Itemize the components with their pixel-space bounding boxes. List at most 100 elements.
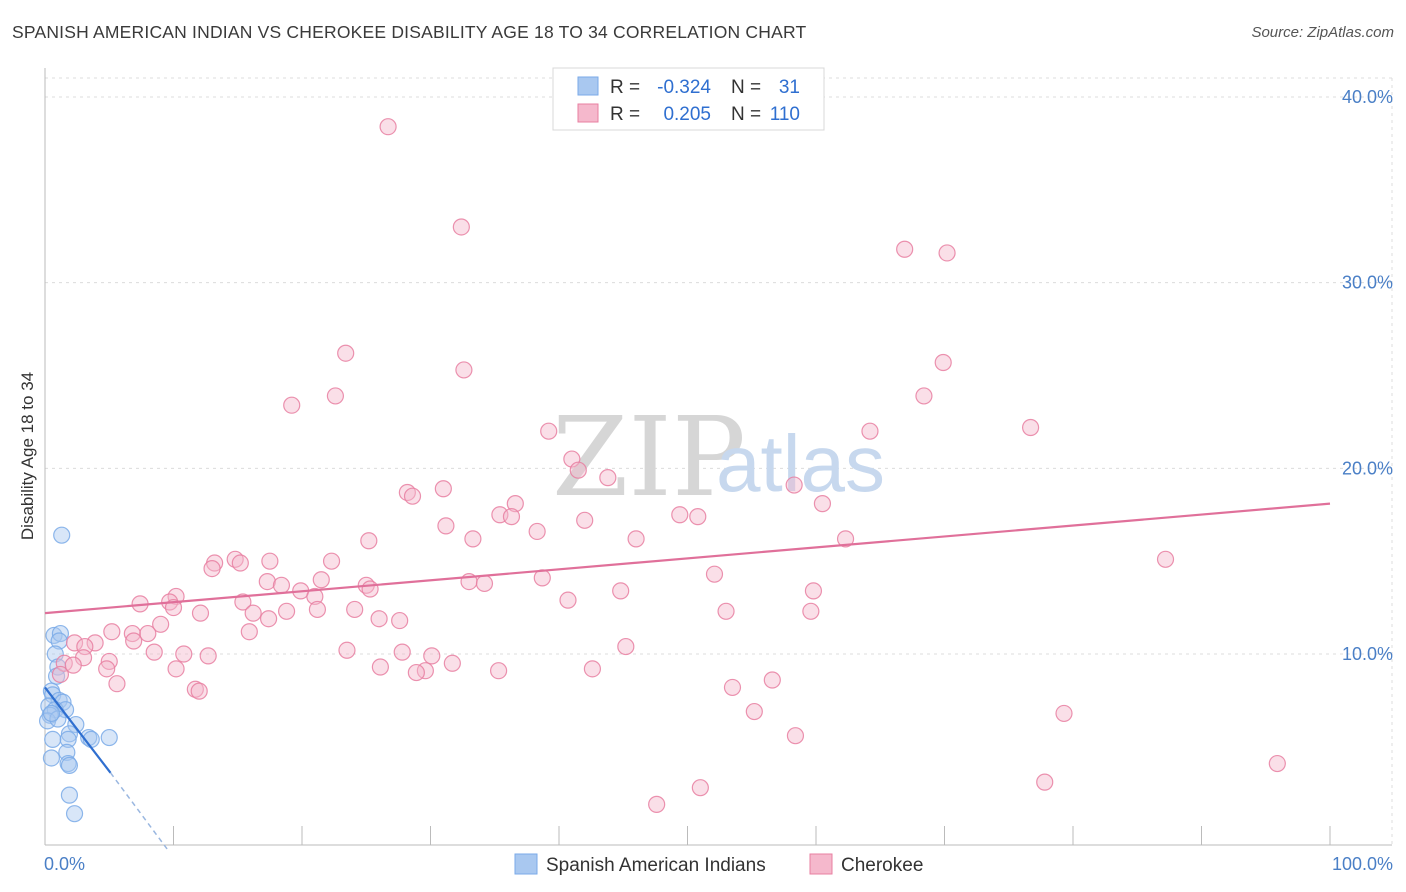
point-spanish-american-indians [60, 725, 79, 743]
point-cherokee [240, 623, 258, 641]
point-cherokee [103, 623, 121, 641]
legend-r-label: R = [610, 104, 640, 125]
point-cherokee [145, 643, 163, 661]
point-cherokee [443, 654, 461, 672]
point-cherokee [391, 611, 409, 630]
point-cherokee [175, 645, 193, 663]
point-cherokee [627, 530, 645, 548]
point-cherokee [167, 660, 185, 678]
point-cherokee [231, 554, 249, 572]
y-tick-label: 30.0% [1342, 273, 1393, 293]
point-cherokee [434, 480, 452, 498]
point-cherokee [804, 582, 823, 600]
point-cherokee [689, 508, 707, 526]
trend-lines [44, 502, 1331, 850]
point-cherokee [861, 422, 879, 440]
point-cherokee [599, 469, 617, 487]
series-legend-label-spanish-american-indians: Spanish American Indians [546, 855, 766, 876]
y-tick-label: 10.0% [1342, 644, 1393, 664]
chart-title: SPANISH AMERICAN INDIAN VS CHEROKEE DISA… [12, 22, 807, 42]
point-cherokee [490, 662, 508, 680]
point-spanish-american-indians [53, 526, 71, 544]
point-cherokee [360, 532, 378, 550]
point-cherokee [98, 660, 116, 678]
point-cherokee [244, 604, 262, 622]
series-legend-swatch-spanish-american-indians [514, 853, 538, 875]
point-cherokee [475, 574, 494, 593]
y-tick-labels: 10.0% 20.0% 30.0% 40.0% [1342, 87, 1393, 664]
point-cherokee [283, 396, 301, 414]
point-cherokee [583, 660, 602, 678]
watermark-atlas: atlas [716, 419, 885, 508]
point-spanish-american-indians [46, 645, 64, 663]
legend-n-label: N = [731, 104, 761, 125]
point-cherokee [152, 615, 170, 633]
point-cherokee [723, 678, 742, 697]
point-cherokee [379, 118, 397, 136]
point-cherokee [338, 641, 356, 659]
point-cherokee [261, 552, 279, 570]
point-cherokee [191, 604, 210, 622]
point-cherokee [108, 675, 126, 693]
point-cherokee [51, 665, 70, 684]
trend-line-spanish-american-indians [44, 686, 112, 774]
point-cherokee [203, 559, 221, 578]
axes [44, 68, 1392, 846]
trend-line-cherokee [44, 502, 1331, 615]
point-cherokee [1036, 773, 1054, 791]
point-cherokee [528, 522, 546, 541]
data-points [38, 118, 1286, 823]
point-cherokee [802, 602, 820, 620]
point-cherokee [407, 663, 425, 682]
legend-n-value: 110 [770, 104, 800, 125]
point-cherokee [915, 387, 933, 405]
point-cherokee [326, 387, 345, 405]
point-cherokee [540, 422, 558, 440]
point-cherokee [306, 587, 324, 606]
point-cherokee [437, 517, 455, 535]
y-tick-label: 40.0% [1342, 87, 1393, 107]
point-cherokee [308, 600, 327, 619]
source-label: Source: ZipAtlas.com [1251, 24, 1394, 41]
point-cherokee [671, 506, 689, 524]
point-cherokee [745, 702, 763, 721]
trend-line-extension-spanish-american-indians [109, 772, 168, 850]
point-cherokee [785, 476, 803, 494]
point-cherokee [896, 240, 914, 258]
series-legend: Spanish American Indians Cherokee [514, 853, 923, 876]
point-cherokee [455, 361, 473, 379]
point-cherokee [506, 495, 524, 513]
point-cherokee [691, 779, 709, 797]
gridlines [45, 77, 1393, 845]
legend-r-value: -0.324 [657, 77, 711, 98]
point-cherokee [125, 632, 143, 650]
point-cherokee [322, 552, 341, 570]
y-axis-label: Disability Age 18 to 34 [18, 372, 37, 540]
point-cherokee [86, 634, 104, 652]
x-tick-label: 0.0% [44, 854, 85, 874]
series-legend-swatch-cherokee [809, 853, 833, 875]
point-cherokee [1055, 704, 1073, 723]
point-cherokee [813, 495, 832, 513]
point-cherokee [361, 580, 379, 598]
x-tick-label: 100.0% [1332, 854, 1393, 874]
point-cherokee [65, 634, 84, 652]
point-cherokee [234, 593, 252, 611]
point-cherokee [272, 576, 291, 594]
point-cherokee [1156, 550, 1175, 568]
legend-swatch-cherokee [577, 103, 599, 123]
point-cherokee [763, 671, 781, 689]
point-cherokee [346, 600, 364, 619]
point-cherokee [370, 610, 388, 628]
point-cherokee [717, 602, 735, 620]
point-spanish-american-indians [60, 756, 79, 775]
point-cherokee [938, 244, 956, 262]
point-cherokee [502, 508, 521, 526]
point-cherokee [259, 610, 278, 628]
point-cherokee [786, 727, 805, 745]
point-cherokee [403, 487, 422, 505]
y-tick-label: 20.0% [1342, 458, 1393, 478]
point-cherokee [934, 353, 952, 372]
point-cherokee [423, 647, 441, 665]
